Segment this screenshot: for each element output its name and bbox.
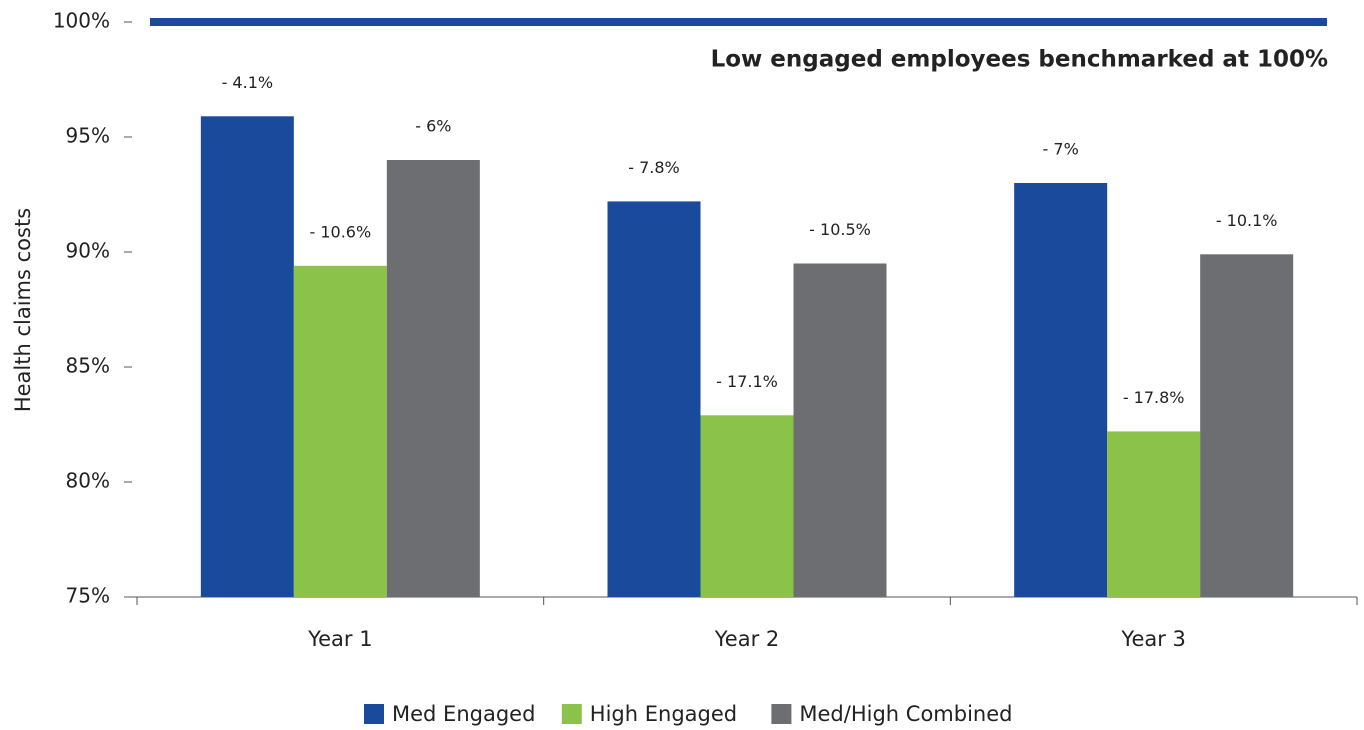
y-tick-label: 85% [66,354,110,378]
value-label: - 17.8% [1123,388,1185,407]
bar [607,201,701,597]
bar [700,415,794,597]
value-label: - 10.6% [309,222,371,241]
legend-label: Med Engaged [392,702,535,726]
y-tick-label: 95% [66,124,110,148]
value-label: - 10.1% [1216,211,1278,230]
y-tick-label: 75% [66,584,110,608]
value-label: - 6% [415,117,451,136]
legend-label: Med/High Combined [799,702,1012,726]
benchmark-label: Low engaged employees benchmarked at 100… [711,47,1328,73]
legend-swatch [771,704,792,724]
x-tick-label: Year 2 [714,627,780,651]
x-tick-label: Year 3 [1120,627,1186,651]
legend-swatch [561,704,582,724]
y-axis-label: Health claims costs [11,208,35,412]
value-label: - 4.1% [222,73,274,92]
bar [1200,254,1294,598]
value-label: - 7.8% [628,158,680,177]
bar [293,265,387,597]
bar [200,116,294,598]
bar [1014,183,1108,597]
value-label: - 17.1% [716,372,778,391]
legend-swatch [364,704,384,724]
bar [1107,431,1201,597]
value-label: - 7% [1043,140,1079,159]
y-tick-label: 100% [53,9,110,33]
bar [793,263,887,597]
value-label: - 10.5% [809,220,871,239]
bar [386,160,480,597]
y-tick-label: 80% [66,469,110,493]
x-tick-label: Year 1 [307,627,373,651]
legend-label: High Engaged [590,702,737,726]
y-tick-label: 90% [66,239,110,263]
